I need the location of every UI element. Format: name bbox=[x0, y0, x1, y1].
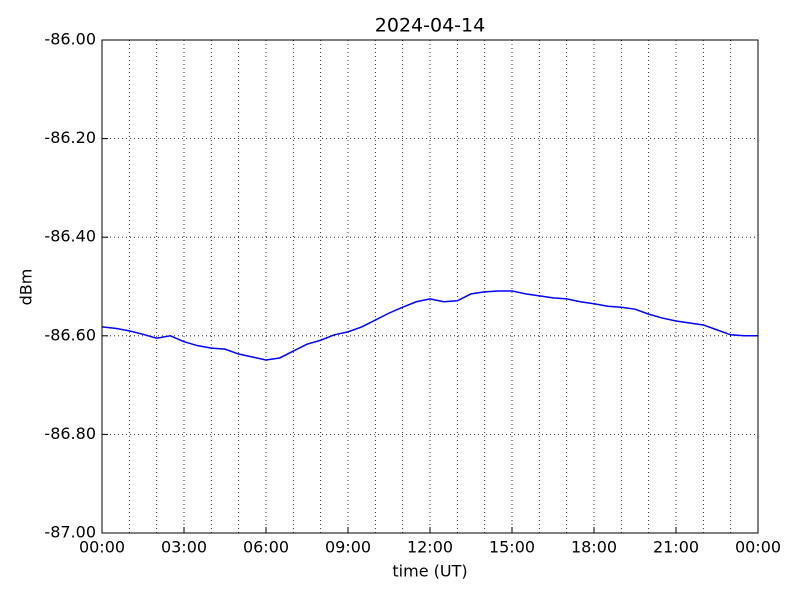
y-tick-label: -87.00 bbox=[44, 523, 96, 542]
y-tick-label: -86.20 bbox=[44, 128, 96, 147]
x-axis-label: time (UT) bbox=[392, 562, 467, 581]
x-tick-label: 12:00 bbox=[407, 538, 453, 557]
x-tick-label: 21:00 bbox=[653, 538, 699, 557]
x-tick-label: 03:00 bbox=[161, 538, 207, 557]
x-tick-label: 15:00 bbox=[489, 538, 535, 557]
x-tick-label: 06:00 bbox=[243, 538, 289, 557]
y-tick-label: -86.60 bbox=[44, 325, 96, 344]
x-tick-label: 18:00 bbox=[571, 538, 617, 557]
x-tick-label: 00:00 bbox=[79, 538, 125, 557]
x-tick-label: 00:00 bbox=[735, 538, 781, 557]
plot-frame bbox=[101, 39, 759, 534]
y-tick-label: -86.80 bbox=[44, 424, 96, 443]
x-tick-label: 09:00 bbox=[325, 538, 371, 557]
chart-title: 2024-04-14 bbox=[375, 15, 485, 37]
y-tick-label: -86.00 bbox=[44, 30, 96, 49]
y-tick-label: -86.40 bbox=[44, 227, 96, 246]
data-line bbox=[101, 290, 758, 361]
y-axis-label: dBm bbox=[17, 269, 36, 306]
